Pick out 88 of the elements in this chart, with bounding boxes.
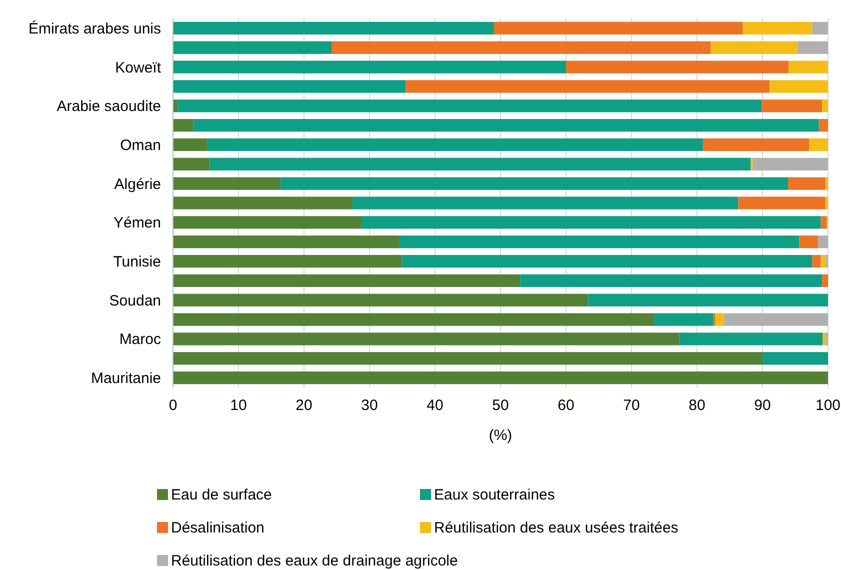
bar (715, 313, 724, 326)
y-tick-label: Koweït (115, 59, 162, 76)
bar (173, 274, 520, 288)
bar (588, 294, 828, 306)
y-tick-label: Maroc (119, 331, 162, 348)
x-tick-label: 90 (754, 397, 771, 414)
bar (173, 371, 828, 384)
bar (822, 274, 828, 288)
bar (820, 216, 827, 229)
bar (788, 60, 828, 74)
bar (210, 158, 751, 170)
bar (566, 60, 789, 74)
bar (762, 100, 822, 112)
bar (207, 138, 703, 152)
x-tick-label: 60 (558, 397, 574, 414)
x-tick-label: 0 (168, 397, 178, 414)
bar (809, 138, 828, 152)
y-tick-label: Oman (120, 136, 161, 154)
bar (332, 41, 711, 54)
bar (770, 80, 828, 93)
bar (193, 118, 819, 132)
bar (812, 22, 828, 35)
y-tick-label: Soudan (109, 292, 161, 310)
bar (654, 313, 714, 326)
x-tick-label: 50 (492, 397, 509, 414)
bar (173, 41, 332, 54)
bar (360, 216, 821, 229)
bar (173, 177, 280, 190)
y-tick-label: Yémen (113, 214, 161, 232)
x-tick-label: 40 (426, 397, 444, 414)
x-tick-label: 10 (230, 397, 247, 414)
legend-label: Réutilisation des eaux de drainage agricole (171, 552, 458, 570)
bar (812, 254, 821, 268)
bar (799, 236, 818, 248)
bar (173, 118, 194, 132)
bar (406, 80, 770, 93)
bar (818, 118, 828, 132)
bar (738, 196, 826, 210)
bar (173, 216, 361, 229)
bar (173, 158, 210, 170)
bar (173, 332, 680, 346)
bar (178, 100, 762, 112)
bar (788, 177, 826, 190)
bar (173, 254, 402, 268)
y-tick-label: Arabie saoudite (56, 98, 161, 116)
bar (752, 158, 828, 170)
y-tick-label: Tunisie (113, 254, 161, 271)
legend-label: Eaux souterraines (434, 486, 555, 504)
bar (173, 236, 399, 248)
bar (822, 100, 828, 112)
bar (352, 196, 738, 210)
y-tick-label: Mauritanie (90, 370, 161, 388)
bar (762, 352, 828, 365)
bar (173, 352, 762, 365)
bar (797, 41, 828, 54)
bar (173, 196, 352, 210)
bar (280, 177, 788, 190)
bar (173, 22, 494, 35)
bar (742, 22, 812, 35)
y-tick-label: Émirats arabes unis (28, 19, 161, 38)
x-tick-label: 70 (623, 397, 640, 414)
bar (173, 313, 654, 326)
bar (173, 60, 566, 74)
legend-label: Réutilisation des eaux usées traitées (434, 519, 678, 536)
bar (173, 80, 406, 93)
x-tick-label: 30 (361, 397, 378, 414)
x-tick-label: 100 (815, 397, 841, 414)
bar (173, 138, 208, 152)
x-axis-title: (%) (488, 427, 512, 444)
bar (724, 313, 828, 326)
bar (702, 138, 810, 152)
bar (402, 254, 812, 268)
bar (494, 22, 743, 35)
x-tick-label: 80 (688, 397, 706, 414)
bar (679, 332, 823, 346)
bar (825, 196, 828, 210)
x-tick-label: 20 (296, 397, 312, 414)
legend-label: Désalinisation (171, 519, 264, 536)
bar (820, 254, 826, 268)
bar (818, 236, 828, 248)
legend-label: Eau de surface (171, 486, 272, 504)
bar (398, 236, 800, 248)
bar (822, 332, 826, 346)
bar (825, 177, 828, 190)
bar (710, 41, 798, 54)
y-tick-label: Algérie (114, 176, 161, 193)
bar (520, 274, 822, 288)
bar (173, 294, 588, 306)
